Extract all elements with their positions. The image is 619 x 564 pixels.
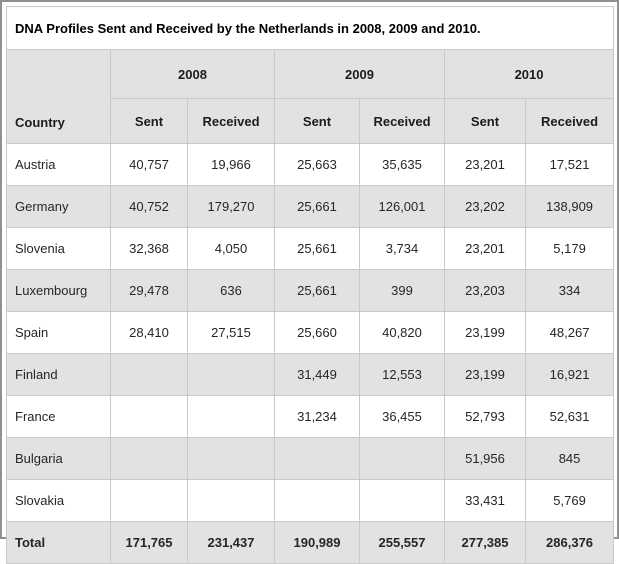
value-cell: 23,199 [444, 311, 526, 354]
country-column-header: Country [6, 49, 111, 144]
dna-profiles-table: DNA Profiles Sent and Received by the Ne… [5, 6, 615, 564]
value-cell: 25,661 [274, 185, 360, 228]
value-cell [187, 479, 275, 522]
table-row: Bulgaria 51,956 845 [6, 437, 615, 480]
value-cell: 25,661 [274, 269, 360, 312]
total-row: Total 171,765 231,437 190,989 255,557 277,385… [6, 521, 615, 564]
value-cell [110, 437, 188, 480]
total-value-cell: 231,437 [187, 521, 275, 564]
total-value-cell: 190,989 [274, 521, 360, 564]
value-cell: 40,757 [110, 143, 188, 186]
value-cell: 126,001 [359, 185, 445, 228]
value-cell: 48,267 [524, 311, 615, 354]
table-body: Austria 40,757 19,966 25,663 35,635 23,201 17,… [6, 143, 615, 564]
value-cell: 32,368 [110, 227, 188, 270]
value-cell: 36,455 [359, 395, 445, 438]
total-value-cell: 171,765 [110, 521, 188, 564]
country-cell: Austria [6, 143, 111, 186]
value-cell: 4,050 [187, 227, 275, 270]
value-cell: 3,734 [359, 227, 445, 270]
year-header-2009: 2009 [274, 49, 445, 99]
sent-header-2008: Sent [110, 98, 188, 144]
value-cell: 25,661 [274, 227, 360, 270]
table-row: Spain 28,410 27,515 25,660 40,820 23,199 48,26… [6, 311, 615, 354]
value-cell [187, 353, 275, 396]
value-cell [110, 395, 188, 438]
received-header-2009: Received [359, 98, 445, 144]
value-cell: 23,199 [444, 353, 526, 396]
table-title: DNA Profiles Sent and Received by the Ne… [5, 6, 615, 50]
value-cell: 29,478 [110, 269, 188, 312]
received-header-2010: Received [524, 98, 615, 144]
table-row: Slovakia 33,431 5,769 [6, 479, 615, 522]
value-cell: 334 [524, 269, 615, 312]
total-label-cell: Total [6, 521, 111, 564]
table-row: Slovenia 32,368 4,050 25,661 3,734 23,201 5,17… [6, 227, 615, 270]
country-cell: Spain [6, 311, 111, 354]
value-cell [110, 353, 188, 396]
value-cell [359, 437, 445, 480]
sent-header-2010: Sent [444, 98, 526, 144]
value-cell: 5,769 [524, 479, 615, 522]
country-cell: France [6, 395, 111, 438]
value-cell: 35,635 [359, 143, 445, 186]
table-row: Luxembourg 29,478 636 25,661 399 23,203 334 [6, 269, 615, 312]
value-cell: 40,752 [110, 185, 188, 228]
table-row: Austria 40,757 19,966 25,663 35,635 23,201 17,… [6, 143, 615, 186]
title-row: DNA Profiles Sent and Received by the Ne… [5, 6, 615, 50]
year-header-2008: 2008 [110, 49, 275, 99]
value-cell: 40,820 [359, 311, 445, 354]
value-cell: 636 [187, 269, 275, 312]
value-cell: 23,203 [444, 269, 526, 312]
year-header-2010: 2010 [443, 49, 615, 99]
value-cell: 28,410 [110, 311, 188, 354]
sent-header-2009: Sent [274, 98, 360, 144]
value-cell: 51,956 [444, 437, 526, 480]
value-cell: 12,553 [359, 353, 445, 396]
table-row: Finland 31,449 12,553 23,199 16,921 [6, 353, 615, 396]
value-cell: 31,449 [274, 353, 360, 396]
value-cell: 23,201 [444, 143, 526, 186]
value-cell: 23,202 [444, 185, 526, 228]
value-cell: 27,515 [187, 311, 275, 354]
value-cell: 17,521 [524, 143, 615, 186]
country-cell: Germany [6, 185, 111, 228]
total-value-cell: 286,376 [524, 521, 615, 564]
value-cell: 179,270 [187, 185, 275, 228]
country-cell: Bulgaria [6, 437, 111, 480]
value-cell: 52,793 [444, 395, 526, 438]
value-cell: 23,201 [444, 227, 526, 270]
received-header-2008: Received [187, 98, 275, 144]
total-value-cell: 255,557 [359, 521, 445, 564]
value-cell [187, 437, 275, 480]
total-value-cell: 277,385 [444, 521, 526, 564]
sent-received-header-row: Sent Received Sent Received Sent Receive… [7, 98, 615, 144]
value-cell [187, 395, 275, 438]
value-cell: 399 [359, 269, 445, 312]
value-cell: 16,921 [524, 353, 615, 396]
value-cell [274, 437, 360, 480]
value-cell: 25,660 [274, 311, 360, 354]
table-row: Germany 40,752 179,270 25,661 126,001 23,202 1… [6, 185, 615, 228]
value-cell: 52,631 [524, 395, 615, 438]
value-cell: 5,179 [524, 227, 615, 270]
value-cell: 31,234 [274, 395, 360, 438]
table-row: France 31,234 36,455 52,793 52,631 [6, 395, 615, 438]
value-cell: 845 [524, 437, 615, 480]
value-cell: 33,431 [444, 479, 526, 522]
value-cell: 25,663 [274, 143, 360, 186]
value-cell: 138,909 [524, 185, 615, 228]
country-cell: Finland [6, 353, 111, 396]
country-cell: Luxembourg [6, 269, 111, 312]
country-cell: Slovakia [6, 479, 111, 522]
value-cell [110, 479, 188, 522]
value-cell [274, 479, 360, 522]
year-header-row: Country 2008 2009 2010 [6, 49, 615, 144]
value-cell: 19,966 [187, 143, 275, 186]
country-cell: Slovenia [6, 227, 111, 270]
value-cell [359, 479, 445, 522]
